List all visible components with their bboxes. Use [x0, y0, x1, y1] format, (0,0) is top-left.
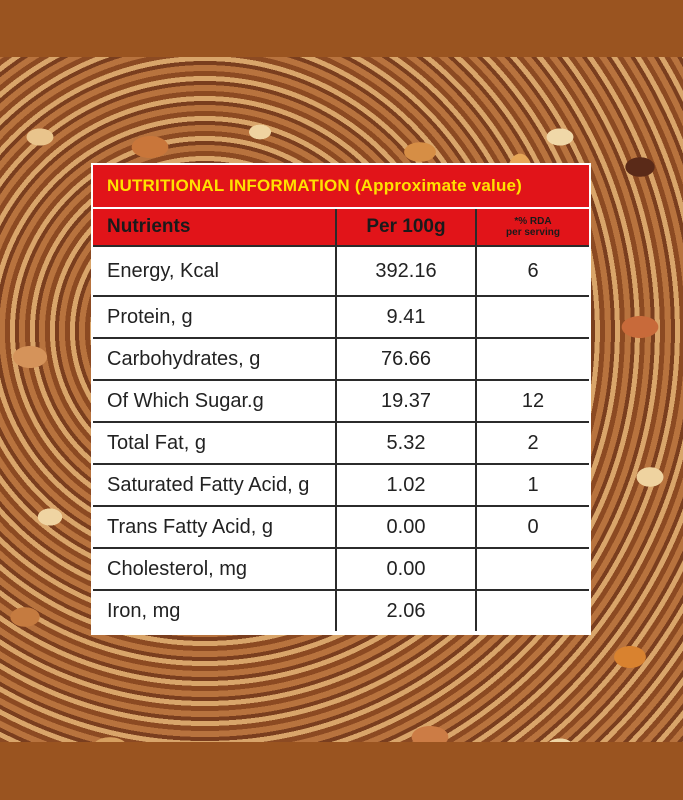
rda-value	[475, 295, 589, 339]
header-rda-line1: *% RDA	[514, 216, 552, 227]
header-nutrients: Nutrients	[93, 209, 337, 247]
nutrient-name: Of Which Sugar.g	[93, 379, 337, 423]
nutrition-table: Nutrients Per 100g *% RDA per serving En…	[93, 209, 589, 631]
rda-value: 12	[475, 379, 589, 423]
per-100g-value: 1.02	[335, 463, 477, 507]
nutrient-name: Saturated Fatty Acid, g	[93, 463, 337, 507]
table-row: Carbohydrates, g 76.66	[93, 337, 589, 381]
rda-value: 1	[475, 463, 589, 507]
per-100g-value: 76.66	[335, 337, 477, 381]
header-per-100g: Per 100g	[335, 209, 477, 247]
nutrient-name: Protein, g	[93, 295, 337, 339]
table-row: Iron, mg 2.06	[93, 589, 589, 631]
table-row: Energy, Kcal 392.16 6	[93, 245, 589, 297]
bottom-brown-band	[0, 742, 683, 800]
header-rda-line2: per serving	[506, 227, 560, 238]
nutrition-info-panel: NUTRITIONAL INFORMATION (Approximate val…	[91, 163, 591, 635]
per-100g-value: 9.41	[335, 295, 477, 339]
top-brown-band	[0, 0, 683, 57]
nutrient-name: Trans Fatty Acid, g	[93, 505, 337, 549]
per-100g-value: 0.00	[335, 505, 477, 549]
nutrient-name: Total Fat, g	[93, 421, 337, 465]
table-row: Saturated Fatty Acid, g 1.02 1	[93, 463, 589, 507]
per-100g-value: 2.06	[335, 589, 477, 631]
table-row: Of Which Sugar.g 19.37 12	[93, 379, 589, 423]
nutrition-title: NUTRITIONAL INFORMATION (Approximate val…	[107, 176, 523, 195]
rda-value: 0	[475, 505, 589, 549]
nutrient-name: Iron, mg	[93, 589, 337, 631]
header-rda: *% RDA per serving	[475, 209, 589, 247]
per-100g-value: 392.16	[335, 245, 477, 297]
rda-value: 2	[475, 421, 589, 465]
nutrient-name: Energy, Kcal	[93, 245, 337, 297]
nutrient-name: Cholesterol, mg	[93, 547, 337, 591]
nutrition-title-bar: NUTRITIONAL INFORMATION (Approximate val…	[93, 165, 589, 209]
per-100g-value: 5.32	[335, 421, 477, 465]
table-row: Total Fat, g 5.32 2	[93, 421, 589, 465]
per-100g-value: 0.00	[335, 547, 477, 591]
nutrient-name: Carbohydrates, g	[93, 337, 337, 381]
per-100g-value: 19.37	[335, 379, 477, 423]
table-row: Trans Fatty Acid, g 0.00 0	[93, 505, 589, 549]
table-row: Protein, g 9.41	[93, 295, 589, 339]
rda-value	[475, 547, 589, 591]
rda-value	[475, 589, 589, 631]
rda-value: 6	[475, 245, 589, 297]
table-row: Cholesterol, mg 0.00	[93, 547, 589, 591]
rda-value	[475, 337, 589, 381]
table-header-row: Nutrients Per 100g *% RDA per serving	[93, 209, 589, 247]
